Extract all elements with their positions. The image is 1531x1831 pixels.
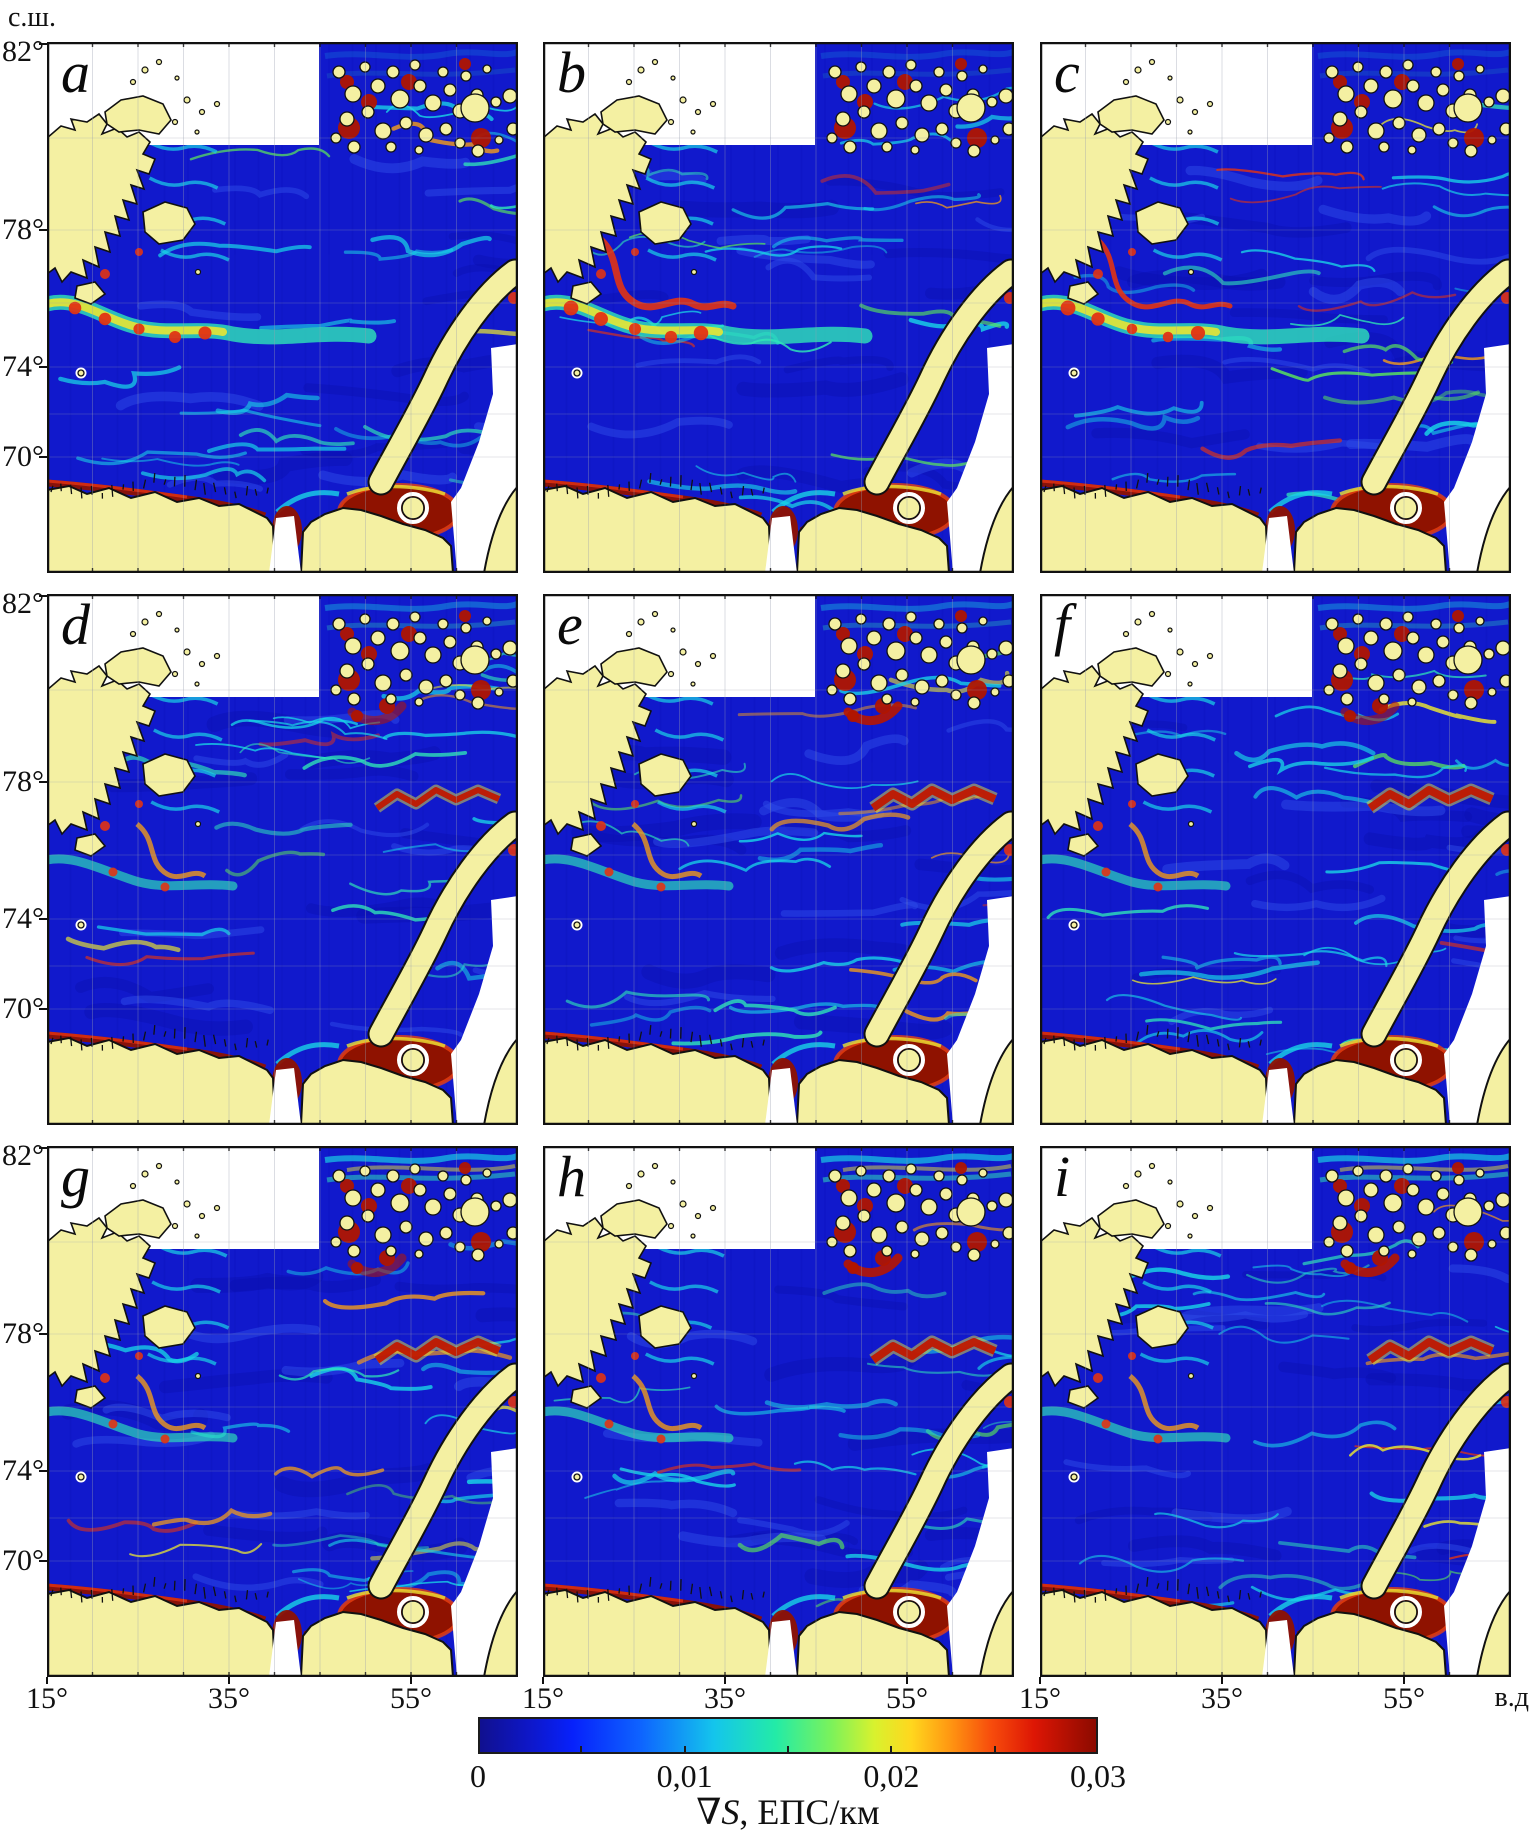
lon-axis-unit-label: в.д <box>1494 1682 1529 1713</box>
lon-tick-label: 35° <box>704 1682 746 1715</box>
lon-tick-mark <box>542 1677 544 1684</box>
lat-tick-label: 70° <box>2 992 44 1025</box>
colorbar-tick-label: 0,03 <box>1070 1758 1126 1794</box>
lon-tick-mark <box>410 1677 412 1684</box>
colorbar-minor-tick <box>580 1746 583 1754</box>
lon-tick-mark <box>906 1677 908 1684</box>
panel-letter: b <box>557 40 586 105</box>
lat-tick-mark <box>39 1470 47 1472</box>
lat-tick-label: 78° <box>2 765 44 798</box>
colorbar-tick-label: 0,01 <box>656 1758 713 1794</box>
lon-tick-mark <box>1221 1677 1223 1684</box>
map-panel-b: b <box>543 42 1014 573</box>
panel-letter: f <box>1054 592 1071 657</box>
colorbar-title-symbol: ∇ <box>696 1792 722 1831</box>
map-canvas <box>1040 42 1511 573</box>
lat-tick-mark <box>39 1560 47 1562</box>
lat-tick-label: 70° <box>2 1544 44 1577</box>
map-canvas <box>1040 594 1511 1125</box>
panel-letter: i <box>1054 1144 1071 1209</box>
lat-tick-label: 82° <box>2 35 44 68</box>
colorbar-title-rest: , ЕПС/км <box>739 1792 880 1831</box>
colorbar-title-variable: S <box>721 1792 740 1831</box>
lon-tick-mark <box>228 1677 230 1684</box>
lat-tick-label: 82° <box>2 587 44 620</box>
colorbar-minor-tick <box>890 1746 893 1754</box>
map-panel-a: a <box>47 42 518 573</box>
lat-tick-mark <box>39 1008 47 1010</box>
map-canvas <box>47 594 518 1125</box>
colorbar-tick-label: 0,02 <box>863 1758 920 1794</box>
lat-tick-mark <box>39 781 47 783</box>
lon-tick-label: 35° <box>208 1682 250 1715</box>
map-panel-e: e <box>543 594 1014 1125</box>
lat-tick-label: 74° <box>2 350 44 383</box>
lon-tick-label: 15° <box>522 1682 564 1715</box>
colorbar-minor-tick <box>993 1746 996 1754</box>
colorbar-minor-tick <box>683 1746 686 1754</box>
lat-tick-mark <box>39 1333 47 1335</box>
map-panel-d: d <box>47 594 518 1125</box>
map-panel-h: h <box>543 1146 1014 1677</box>
lon-tick-mark <box>724 1677 726 1684</box>
map-canvas <box>543 594 1014 1125</box>
panel-letter: e <box>557 592 583 657</box>
lon-tick-label: 15° <box>26 1682 68 1715</box>
lon-tick-mark <box>1403 1677 1405 1684</box>
lon-tick-label: 15° <box>1019 1682 1061 1715</box>
lon-tick-label: 55° <box>886 1682 928 1715</box>
lon-tick-mark <box>1039 1677 1041 1684</box>
lon-tick-mark <box>46 1677 48 1684</box>
panel-letter: a <box>61 40 90 105</box>
lat-tick-label: 74° <box>2 902 44 935</box>
map-panel-c: c <box>1040 42 1511 573</box>
lat-tick-mark <box>39 918 47 920</box>
lat-tick-mark <box>39 366 47 368</box>
panel-letter: g <box>61 1144 90 1209</box>
lat-tick-label: 78° <box>2 213 44 246</box>
map-panel-i: i <box>1040 1146 1511 1677</box>
map-panel-f: f <box>1040 594 1511 1125</box>
map-panel-g: g <box>47 1146 518 1677</box>
map-canvas <box>1040 1146 1511 1677</box>
lat-tick-mark <box>39 43 47 45</box>
lon-tick-label: 55° <box>1383 1682 1425 1715</box>
lat-axis-unit-label: с.ш. <box>8 2 56 33</box>
lat-tick-label: 70° <box>2 440 44 473</box>
panel-letter: h <box>557 1144 586 1209</box>
lat-tick-label: 74° <box>2 1454 44 1487</box>
map-canvas <box>47 42 518 573</box>
colorbar-minor-tick <box>787 1746 789 1754</box>
colorbar-tick-label: 0 <box>470 1758 486 1794</box>
panel-letter: c <box>1054 40 1080 105</box>
lat-tick-label: 82° <box>2 1139 44 1172</box>
lat-tick-mark <box>39 1147 47 1149</box>
lat-tick-label: 78° <box>2 1317 44 1350</box>
map-canvas <box>47 1146 518 1677</box>
map-canvas <box>543 42 1014 573</box>
lat-tick-mark <box>39 595 47 597</box>
panel-letter: d <box>61 592 90 657</box>
lat-tick-mark <box>39 456 47 458</box>
lon-tick-label: 55° <box>390 1682 432 1715</box>
colorbar-title: ∇S, ЕПС/км <box>478 1794 1098 1830</box>
lat-tick-mark <box>39 229 47 231</box>
map-canvas <box>543 1146 1014 1677</box>
lon-tick-label: 35° <box>1201 1682 1243 1715</box>
